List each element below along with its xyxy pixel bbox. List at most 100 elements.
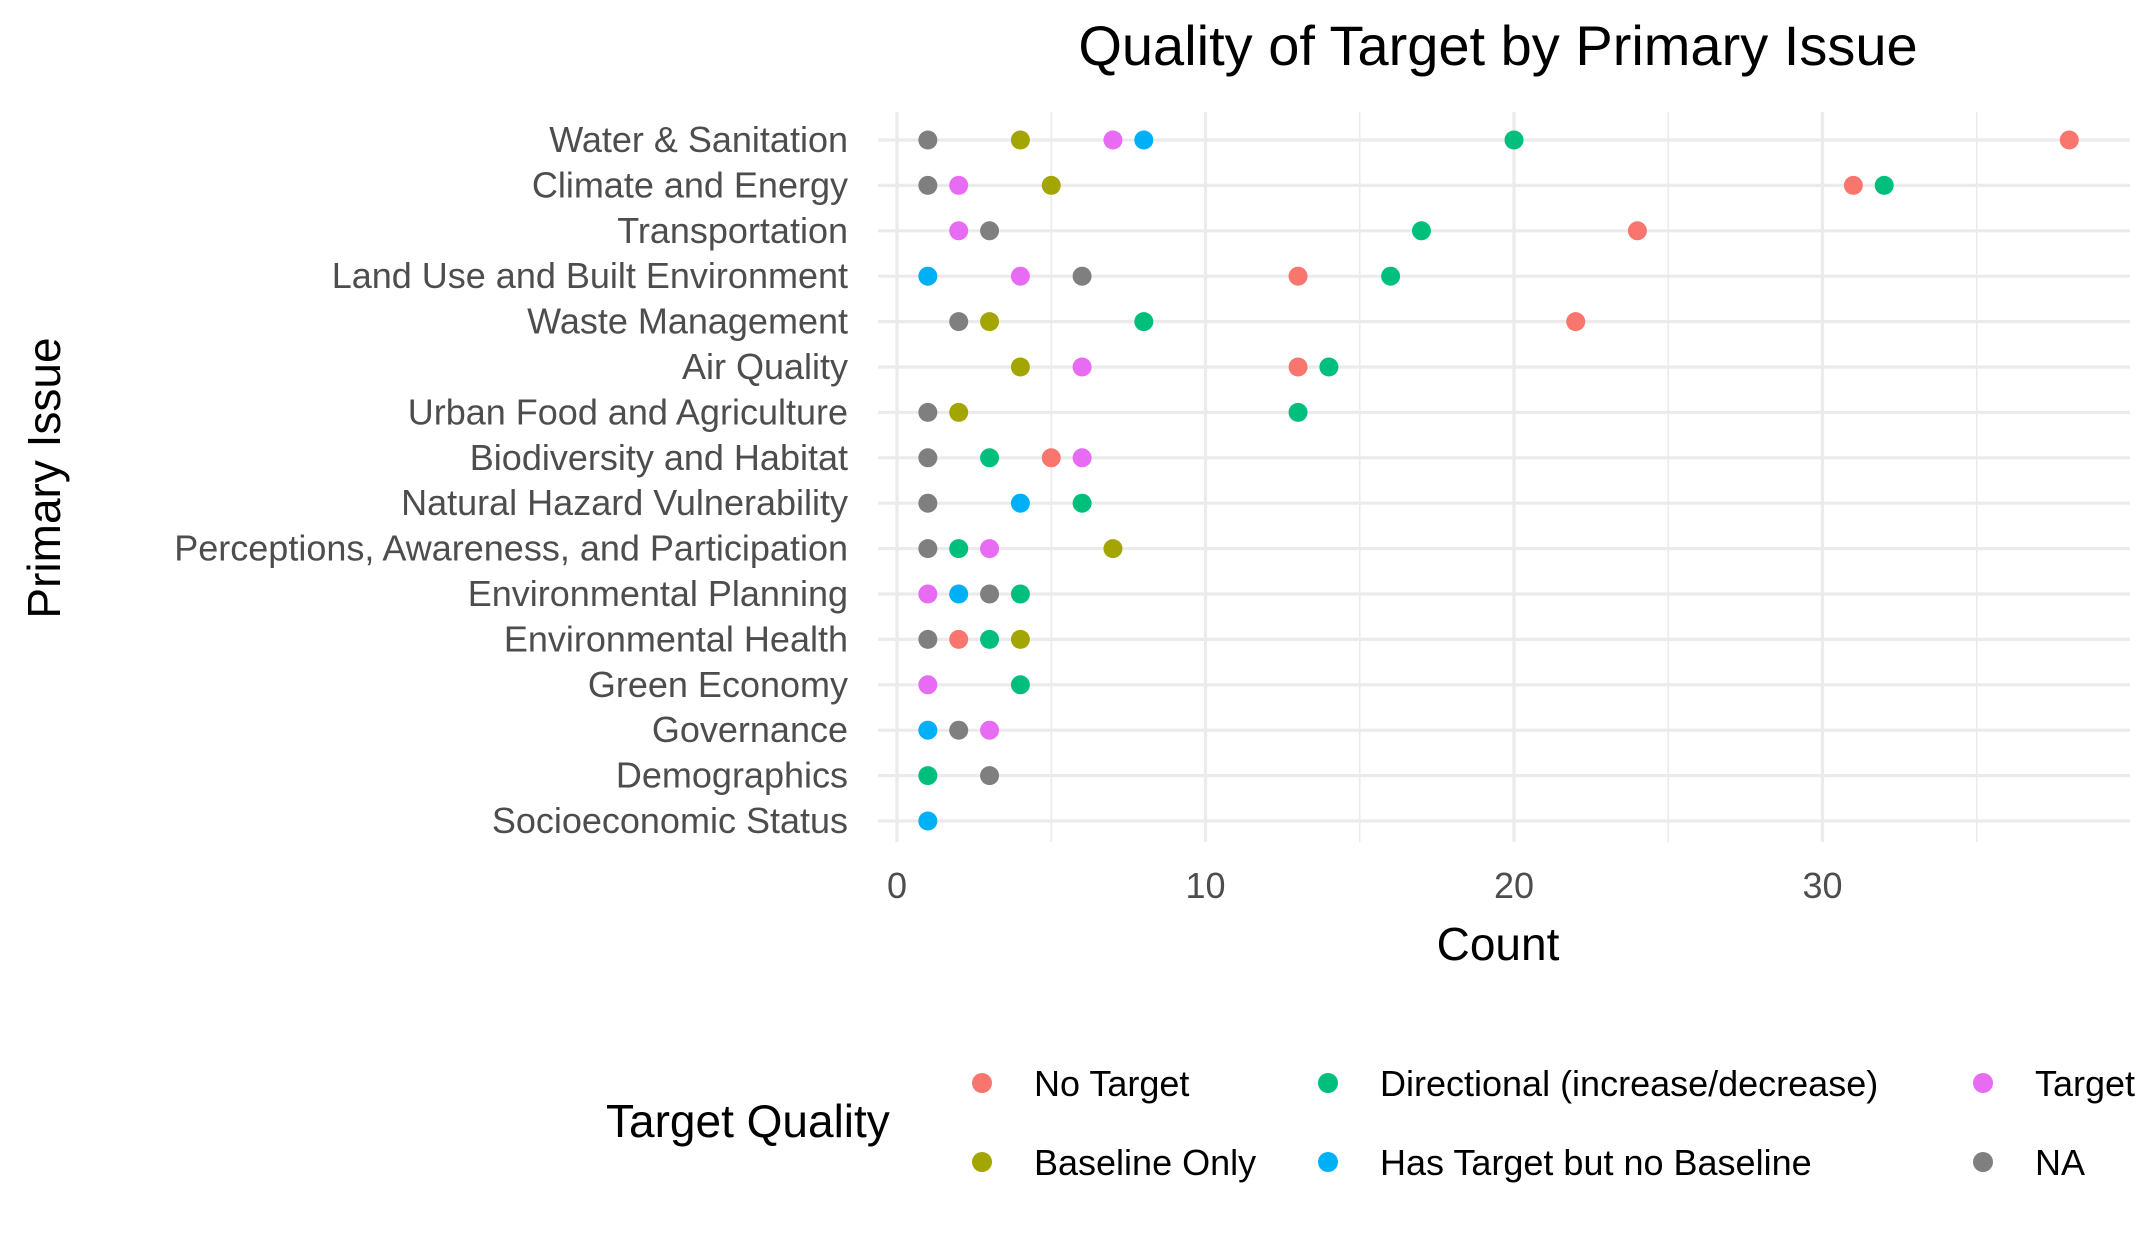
legend-key: [972, 1073, 992, 1093]
data-point: [1010, 629, 1030, 649]
data-point: [1072, 266, 1092, 286]
legend-label: Has Target but no Baseline: [1380, 1142, 1812, 1183]
data-point: [918, 811, 938, 831]
legend-key: [1318, 1073, 1338, 1093]
y-tick-label: Environmental Health: [504, 618, 848, 659]
data-point: [918, 448, 938, 468]
data-point: [949, 720, 969, 740]
data-point: [1041, 448, 1061, 468]
legend-label: Baseline Only: [1034, 1142, 1256, 1183]
data-point: [949, 584, 969, 604]
grid-lines: [878, 112, 2130, 842]
data-point: [980, 448, 1000, 468]
data-point: [1072, 357, 1092, 377]
data-point: [1288, 266, 1308, 286]
legend: No Target Baseline Only Directional (incre…: [972, 1063, 2135, 1183]
data-point: [980, 766, 1000, 786]
data-point: [918, 720, 938, 740]
x-tick-labels: 0 10 20 30: [887, 865, 1843, 906]
data-point: [949, 312, 969, 332]
legend-label: No Target: [1034, 1063, 1189, 1104]
data-point: [1010, 675, 1030, 695]
y-axis-title: Primary Issue: [18, 337, 70, 618]
data-point: [918, 175, 938, 195]
legend-key: [1973, 1073, 1993, 1093]
data-point: [1010, 357, 1030, 377]
data-point: [949, 402, 969, 422]
data-point: [949, 221, 969, 241]
data-point: [1072, 448, 1092, 468]
data-point: [980, 584, 1000, 604]
y-tick-label: Environmental Planning: [468, 573, 848, 614]
legend-label: Directional (increase/decrease): [1380, 1063, 1878, 1104]
y-tick-label: Transportation: [617, 210, 848, 251]
data-point: [980, 312, 1000, 332]
y-tick-label: Natural Hazard Vulnerability: [401, 482, 848, 523]
data-point: [1010, 493, 1030, 513]
data-point: [1103, 130, 1123, 150]
data-point: [918, 539, 938, 559]
y-tick-label: Perceptions, Awareness, and Participatio…: [174, 528, 848, 569]
y-tick-label: Air Quality: [682, 346, 848, 387]
data-point: [1843, 175, 1863, 195]
data-point: [1134, 130, 1154, 150]
data-point: [918, 675, 938, 695]
data-point: [1504, 130, 1524, 150]
data-point: [1874, 175, 1894, 195]
data-point: [1041, 175, 1061, 195]
data-point: [1010, 266, 1030, 286]
data-point: [918, 584, 938, 604]
data-point: [1411, 221, 1431, 241]
data-point: [949, 175, 969, 195]
data-point: [1319, 357, 1339, 377]
data-point: [1010, 584, 1030, 604]
x-axis-title: Count: [1437, 918, 1560, 970]
y-tick-label: Demographics: [616, 755, 848, 796]
y-tick-label: Waste Management: [527, 301, 848, 342]
legend-key: [1973, 1152, 1993, 1172]
data-point: [1566, 312, 1586, 332]
legend-title: Target Quality: [606, 1095, 890, 1147]
chart-title: Quality of Target by Primary Issue: [1078, 14, 1917, 77]
data-point: [1381, 266, 1401, 286]
data-point: [1010, 130, 1030, 150]
data-point: [918, 130, 938, 150]
y-tick-label: Biodiversity and Habitat: [470, 437, 848, 478]
x-tick-label: 20: [1494, 865, 1534, 906]
legend-key: [972, 1152, 992, 1172]
y-tick-label: Water & Sanitation: [549, 119, 848, 160]
data-point: [949, 629, 969, 649]
data-point: [918, 766, 938, 786]
data-point: [980, 720, 1000, 740]
data-point: [1072, 493, 1092, 513]
y-tick-label: Green Economy: [588, 664, 848, 705]
data-point: [1627, 221, 1647, 241]
legend-label: NA: [2035, 1142, 2085, 1183]
data-point: [1134, 312, 1154, 332]
data-point: [980, 539, 1000, 559]
data-point: [918, 629, 938, 649]
data-point: [2059, 130, 2079, 150]
data-point: [918, 266, 938, 286]
x-tick-label: 0: [887, 865, 907, 906]
data-point: [1288, 357, 1308, 377]
y-tick-label: Land Use and Built Environment: [332, 255, 848, 296]
data-point: [918, 493, 938, 513]
x-tick-label: 30: [1802, 865, 1842, 906]
data-point: [1288, 402, 1308, 422]
y-tick-label: Climate and Energy: [532, 164, 848, 205]
x-tick-label: 10: [1185, 865, 1225, 906]
y-tick-label: Socioeconomic Status: [492, 800, 848, 841]
data-point: [949, 539, 969, 559]
data-point: [980, 629, 1000, 649]
data-points: [918, 130, 2079, 831]
data-point: [1103, 539, 1123, 559]
legend-key: [1318, 1152, 1338, 1172]
legend-label: Target: [2035, 1063, 2135, 1104]
data-point: [918, 402, 938, 422]
data-point: [980, 221, 1000, 241]
y-tick-label: Urban Food and Agriculture: [408, 391, 848, 432]
y-tick-label: Governance: [652, 709, 848, 750]
